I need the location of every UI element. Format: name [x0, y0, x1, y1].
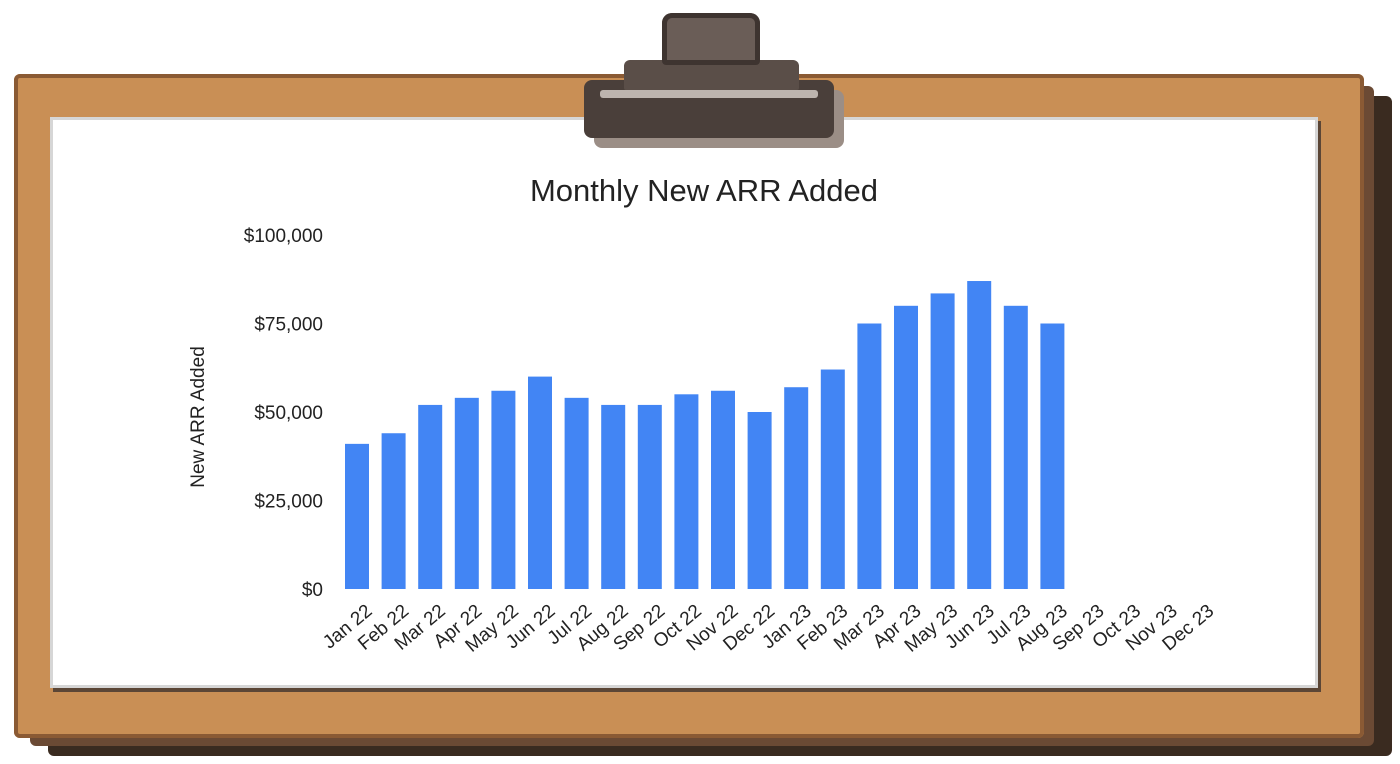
bar	[820, 369, 845, 589]
y-tick-label: $50,000	[254, 403, 323, 424]
y-axis-ticks: $0 $25,000 $50,000 $75,000 $100,000	[244, 226, 323, 601]
bar	[857, 323, 882, 589]
clip-top	[624, 60, 799, 90]
bar	[491, 390, 516, 589]
bar	[454, 397, 479, 589]
bar	[930, 293, 955, 589]
y-tick-label: $0	[302, 580, 323, 601]
chart-title: Monthly New ARR Added	[530, 173, 878, 208]
bar	[711, 390, 735, 589]
clip-knob	[662, 13, 760, 65]
bar	[747, 412, 772, 589]
bar	[564, 397, 589, 589]
bar	[894, 305, 918, 589]
bar-chart: Monthly New ARR Added New ARR Added $0 $2…	[188, 173, 1218, 657]
y-tick-label: $75,000	[254, 315, 323, 336]
bar	[418, 404, 443, 589]
bar	[601, 404, 626, 589]
paper-sheet	[50, 117, 1318, 688]
bar	[637, 404, 662, 589]
clip-highlight	[600, 90, 818, 98]
y-tick-label: $100,000	[244, 226, 323, 247]
bar	[345, 443, 369, 589]
y-axis-label: New ARR Added	[188, 346, 209, 488]
bar	[528, 376, 552, 589]
y-tick-label: $25,000	[254, 492, 323, 513]
bar	[784, 387, 809, 589]
bars	[345, 281, 1065, 589]
bar	[674, 394, 699, 589]
bar	[381, 433, 406, 589]
bar	[967, 281, 992, 589]
bar	[1003, 305, 1028, 589]
bar	[1040, 323, 1065, 589]
